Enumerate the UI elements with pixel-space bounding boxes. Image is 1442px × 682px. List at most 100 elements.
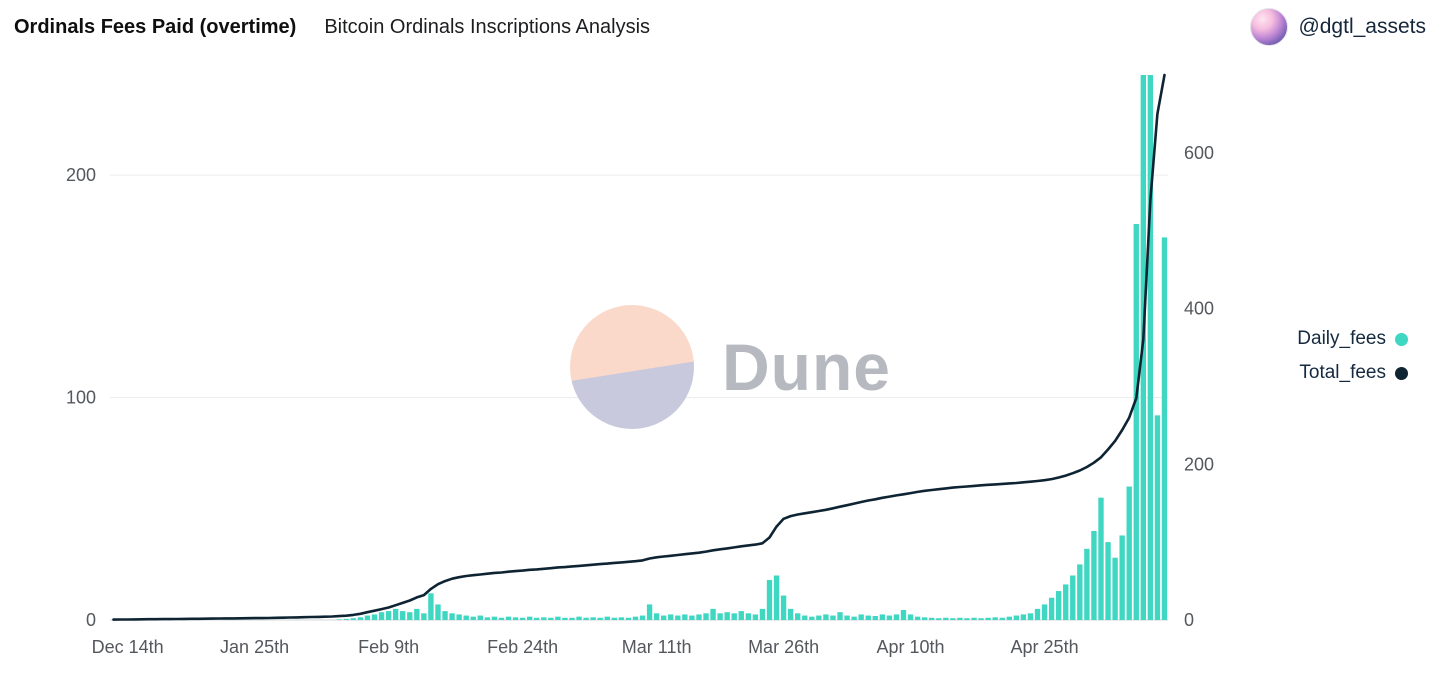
bar-daily-fees: [548, 617, 554, 620]
x-axis-label: Apr 25th: [1011, 637, 1079, 657]
bar-daily-fees: [1154, 415, 1161, 620]
bar-daily-fees: [456, 614, 462, 620]
bar-daily-fees: [653, 613, 660, 620]
bar-daily-fees: [999, 617, 1005, 620]
bar-daily-fees: [569, 617, 575, 620]
header-titles: Ordinals Fees Paid (overtime) Bitcoin Or…: [14, 16, 650, 39]
bar-daily-fees: [717, 613, 723, 620]
bar-daily-fees: [632, 616, 639, 620]
bar-daily-fees: [1020, 614, 1027, 620]
bar-daily-fees: [766, 579, 773, 620]
bar-daily-fees: [886, 615, 893, 620]
x-axis-label: Jan 25th: [220, 637, 289, 657]
bar-daily-fees: [978, 618, 984, 620]
bar-daily-fees: [407, 612, 413, 620]
avatar[interactable]: [1250, 8, 1289, 46]
y-axis-right-label: 400: [1184, 299, 1214, 319]
bar-daily-fees: [795, 613, 801, 620]
bar-daily-fees: [604, 616, 610, 620]
twitter-handle[interactable]: @dgtl_assets: [1298, 15, 1426, 38]
bar-daily-fees: [1119, 535, 1125, 620]
chart-area: 0 100 200 0 200 400 600 Dec 14th Jan 25th Feb 9th…: [0, 58, 1442, 668]
bar-daily-fees: [689, 615, 695, 620]
bar-daily-fees: [865, 615, 871, 620]
bar-daily-fees: [992, 617, 998, 620]
bar-daily-fees: [505, 616, 512, 620]
bar-daily-fees: [392, 608, 399, 620]
bar-daily-fees: [519, 617, 526, 620]
bar-daily-fees: [823, 614, 829, 620]
bar-daily-fees: [893, 614, 900, 620]
bar-daily-fees: [851, 616, 857, 620]
bar-daily-fees: [498, 617, 505, 620]
bar-daily-fees: [914, 616, 921, 620]
bar-daily-fees: [985, 617, 991, 620]
bar-daily-fees: [618, 617, 625, 620]
bar-daily-fees: [724, 612, 730, 620]
x-axis-label: Feb 24th: [487, 637, 558, 657]
chart-canvas: 0 100 200 0 200 400 600 Dec 14th Jan 25th Feb 9th…: [66, 73, 1214, 657]
legend-dot-total-fees: [1395, 366, 1408, 380]
bar-daily-fees: [597, 617, 603, 620]
bar-daily-fees: [477, 615, 483, 620]
bar-daily-fees: [971, 617, 977, 620]
bar-daily-fees: [385, 611, 392, 620]
bar-daily-fees: [1041, 604, 1048, 620]
x-axis-label: Mar 11th: [622, 637, 692, 657]
bar-daily-fees: [428, 593, 434, 620]
line-total-fees: [112, 73, 1166, 621]
account[interactable]: @dgtl_assets: [1250, 8, 1426, 46]
bar-daily-fees: [526, 616, 533, 620]
bar-daily-fees: [900, 609, 907, 620]
bar-daily-fees: [809, 616, 815, 620]
bar-daily-fees: [555, 616, 561, 620]
bar-daily-fees: [731, 613, 737, 620]
bar-daily-fees: [950, 618, 956, 620]
bar-daily-fees: [400, 611, 406, 620]
bar-daily-fees: [336, 619, 342, 620]
x-axis-label: Apr 10th: [877, 637, 945, 657]
x-axis-label: Dec 14th: [92, 637, 164, 657]
bar-daily-fees: [752, 614, 759, 620]
bar-daily-fees: [696, 614, 702, 620]
bar-daily-fees: [562, 617, 568, 620]
y-axis-right-label: 200: [1184, 454, 1214, 474]
bar-daily-fees: [661, 615, 667, 620]
y-axis-left-label: 0: [86, 610, 96, 630]
bar-daily-fees: [541, 617, 547, 620]
bar-daily-fees: [830, 615, 836, 620]
bar-daily-fees: [463, 615, 469, 620]
bar-daily-fees: [879, 614, 886, 620]
bar-daily-fees: [1084, 548, 1090, 620]
bar-daily-fees: [773, 575, 780, 620]
bar-daily-fees: [668, 614, 674, 620]
bar-daily-fees: [470, 616, 476, 620]
legend-label-daily-fees: Daily_fees: [1297, 328, 1386, 349]
bar-daily-fees: [802, 615, 808, 620]
bar-daily-fees: [625, 617, 632, 620]
bar-daily-fees: [414, 608, 420, 620]
bar-daily-fees: [675, 615, 681, 620]
bar-daily-fees: [1077, 564, 1083, 620]
bar-daily-fees: [787, 608, 794, 620]
bar-daily-fees: [872, 615, 878, 620]
bar-daily-fees: [491, 616, 498, 620]
bar-daily-fees: [435, 604, 441, 620]
bar-daily-fees: [1048, 597, 1055, 620]
bar-daily-fees: [646, 604, 653, 620]
x-axis-label: Mar 26th: [748, 637, 819, 657]
bar-daily-fees: [639, 615, 646, 620]
bar-daily-fees: [576, 616, 582, 620]
y-axis-right-label: 0: [1184, 610, 1194, 630]
bar-daily-fees: [1063, 584, 1069, 620]
legend-item-total-fees[interactable]: Total_fees: [1297, 356, 1408, 390]
bar-daily-fees: [534, 617, 540, 620]
y-axis-left-label: 200: [66, 165, 96, 185]
bar-daily-fees: [611, 617, 617, 620]
bar-daily-fees: [364, 615, 371, 620]
bar-daily-fees: [512, 617, 519, 620]
bar-daily-fees: [1091, 531, 1097, 620]
legend-item-daily-fees[interactable]: Daily_fees: [1297, 322, 1408, 356]
bar-daily-fees: [1055, 591, 1062, 620]
